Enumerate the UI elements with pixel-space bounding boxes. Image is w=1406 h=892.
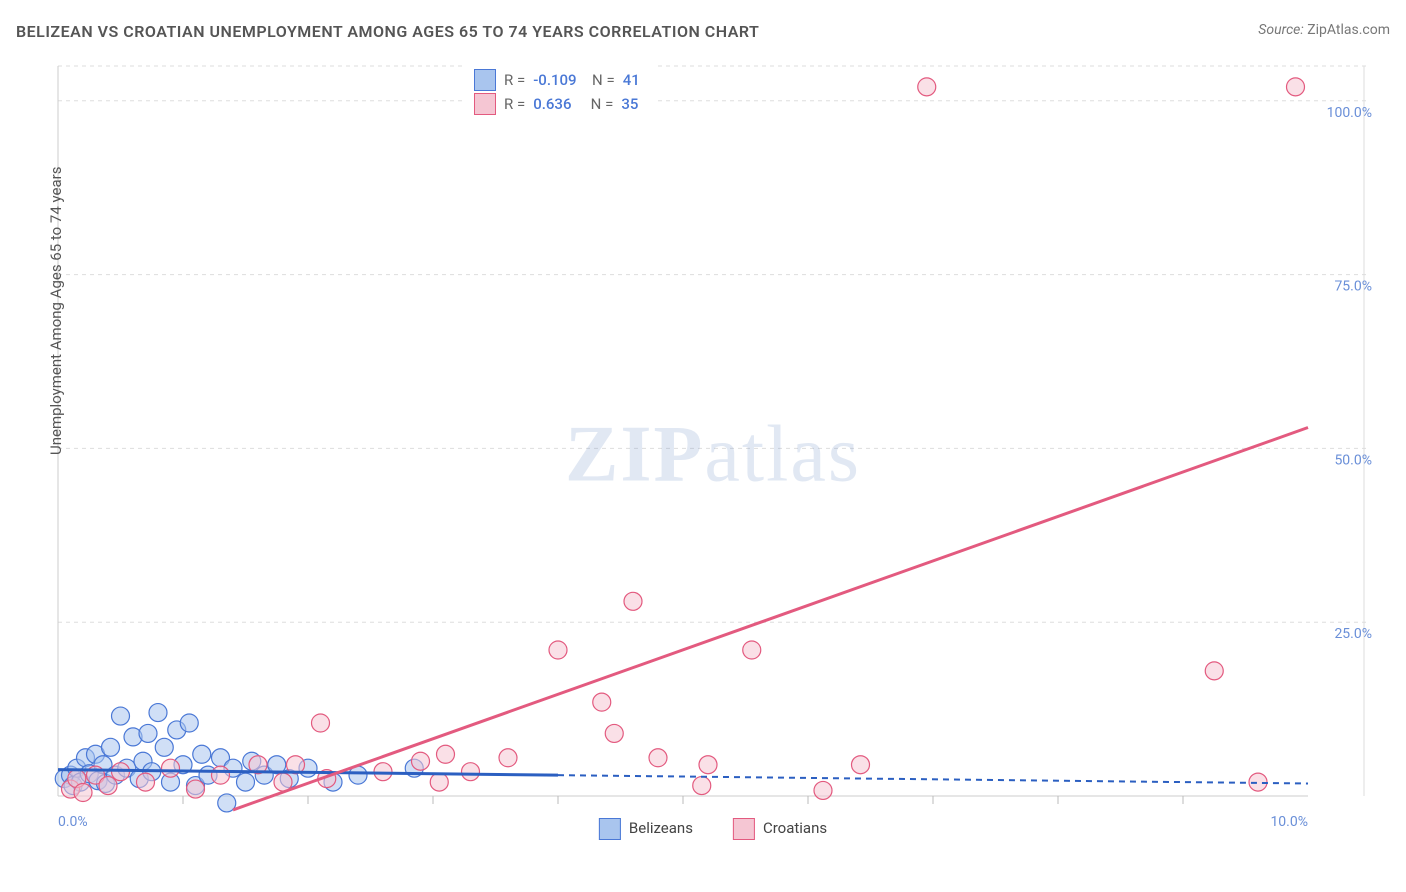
data-point	[918, 78, 936, 96]
data-point	[462, 763, 480, 781]
legend-r-value: 0.636	[533, 95, 575, 113]
legend-swatch	[474, 69, 496, 91]
data-point	[74, 784, 92, 802]
data-point	[412, 752, 430, 770]
data-point	[549, 641, 567, 659]
data-point	[137, 773, 155, 791]
legend-bottom: Belizeans Croatians	[599, 818, 827, 840]
chart-title: BELIZEAN VS CROATIAN UNEMPLOYMENT AMONG …	[16, 22, 759, 41]
data-point	[743, 641, 761, 659]
data-point	[102, 738, 120, 756]
legend-n-label: N =	[585, 71, 615, 89]
data-point	[852, 756, 870, 774]
scatter-chart: 0.0% 10.0% 25.0% 50.0% 75.0% 100.0%	[48, 60, 1378, 850]
data-point	[699, 756, 717, 774]
legend-r-label: R =	[504, 95, 525, 113]
y-axis-label: Unemployment Among Ages 65 to 74 years	[47, 167, 65, 455]
legend-swatch	[733, 818, 755, 840]
y-tick-label: 25.0%	[1334, 626, 1372, 642]
y-tick-label: 75.0%	[1334, 279, 1372, 295]
x-tick-label: 10.0%	[1270, 814, 1308, 830]
data-point	[180, 714, 198, 732]
trend-line-dashed	[558, 775, 1308, 783]
legend-label: Croatians	[763, 819, 827, 837]
trend-line-solid	[233, 428, 1308, 810]
legend-r-value: -0.109	[533, 71, 576, 89]
legend-row: R = 0.636 N = 35	[474, 92, 647, 116]
data-point	[499, 749, 517, 767]
data-point	[1205, 662, 1223, 680]
data-point	[112, 707, 130, 725]
data-point	[624, 592, 642, 610]
legend-label: Belizeans	[629, 819, 693, 837]
legend-item: Belizeans	[599, 818, 693, 840]
source-value: ZipAtlas.com	[1307, 22, 1390, 38]
data-point	[149, 704, 167, 722]
x-tick-label: 0.0%	[58, 814, 88, 830]
y-tick-label: 100.0%	[1327, 105, 1372, 121]
legend-r-label: R =	[504, 71, 525, 89]
data-point	[814, 781, 832, 799]
legend-n-value: 35	[621, 95, 645, 113]
legend-n-label: N =	[583, 95, 613, 113]
y-tick-label: 50.0%	[1334, 452, 1372, 468]
legend-row: R = -0.109 N = 41	[474, 68, 647, 92]
data-point	[162, 759, 180, 777]
data-point	[212, 766, 230, 784]
source-label: Source:	[1258, 22, 1303, 38]
data-point	[649, 749, 667, 767]
data-point	[1287, 78, 1305, 96]
plot-area: Unemployment Among Ages 65 to 74 years Z…	[48, 60, 1378, 850]
data-point	[430, 773, 448, 791]
data-point	[593, 693, 611, 711]
correlation-legend: R = -0.109 N = 41 R = 0.636 N = 35	[466, 64, 655, 120]
data-point	[312, 714, 330, 732]
legend-swatch	[599, 818, 621, 840]
data-point	[693, 777, 711, 795]
data-point	[99, 777, 117, 795]
legend-item: Croatians	[733, 818, 827, 840]
data-point	[605, 724, 623, 742]
series-croatians	[62, 78, 1305, 802]
legend-swatch	[474, 93, 496, 115]
data-point	[187, 780, 205, 798]
data-point	[437, 745, 455, 763]
data-point	[237, 773, 255, 791]
legend-n-value: 41	[623, 71, 647, 89]
data-point	[155, 738, 173, 756]
data-point	[139, 724, 157, 742]
source-attribution: Source: ZipAtlas.com	[1258, 22, 1390, 38]
data-point	[193, 745, 211, 763]
